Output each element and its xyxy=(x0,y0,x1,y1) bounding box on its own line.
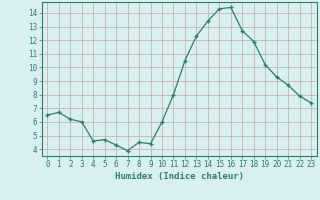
X-axis label: Humidex (Indice chaleur): Humidex (Indice chaleur) xyxy=(115,172,244,181)
